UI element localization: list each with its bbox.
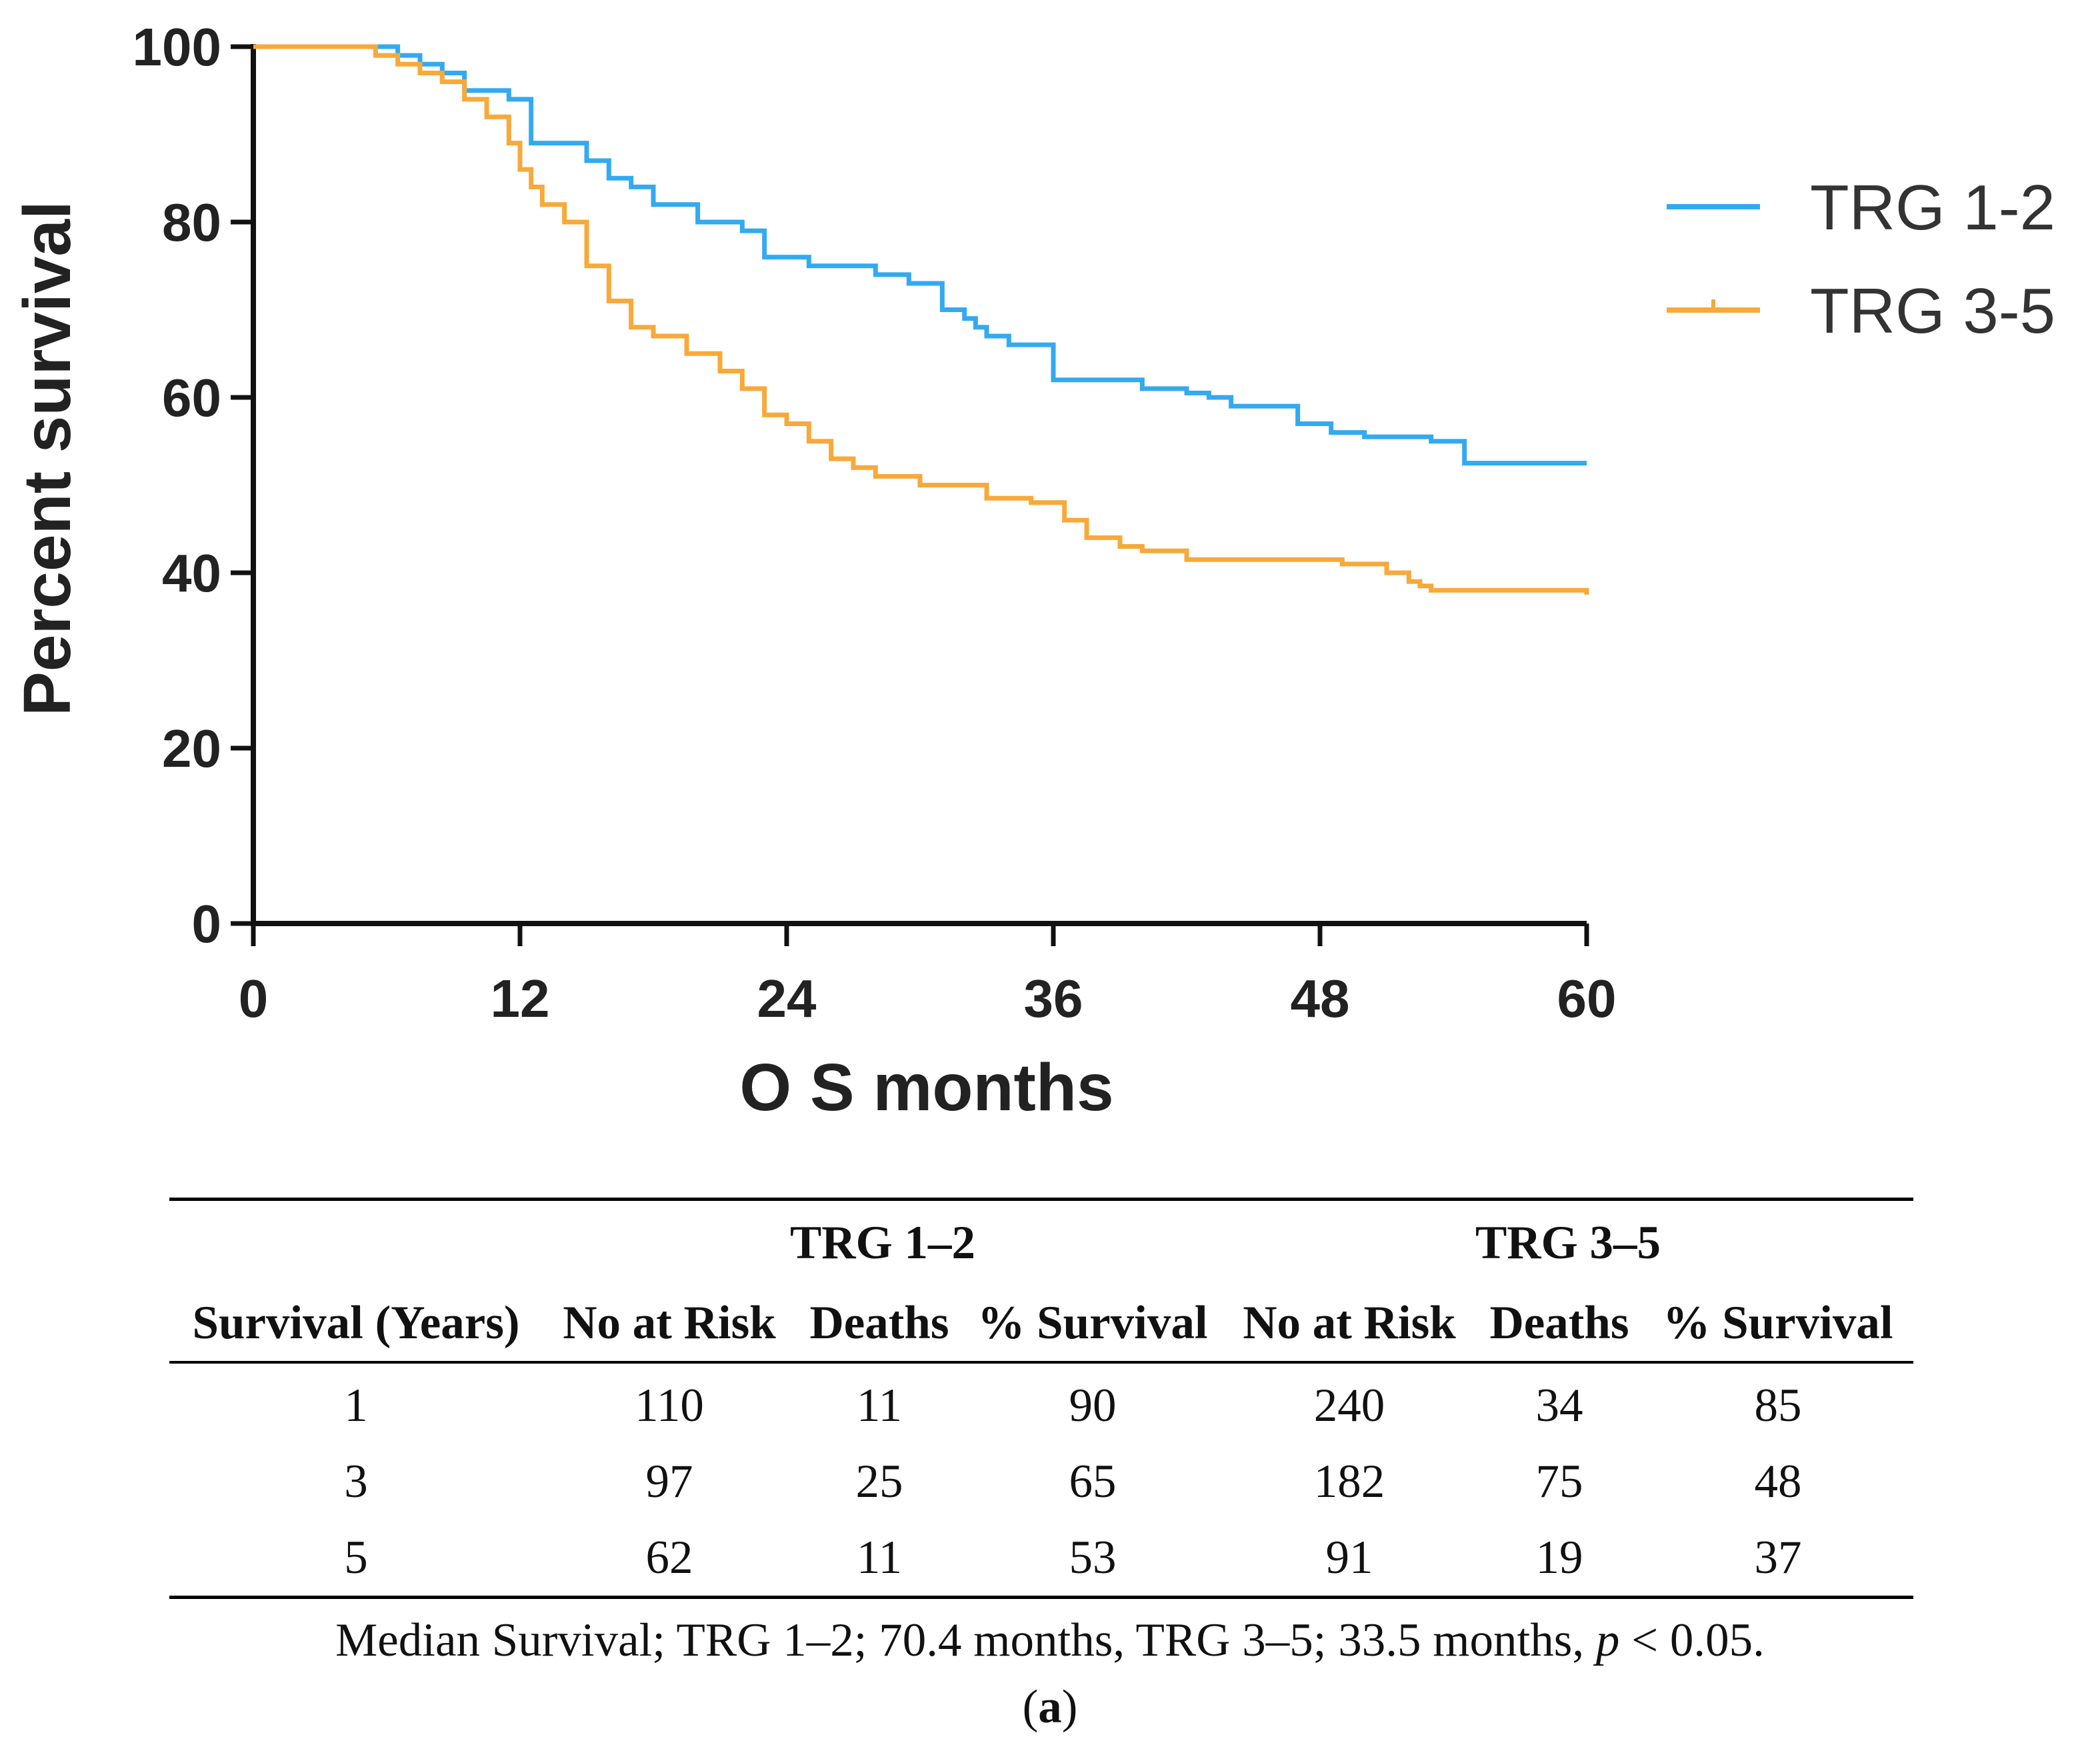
table-cell: 53 [963, 1520, 1223, 1599]
panel-label: (a) [1022, 1681, 1078, 1733]
table-cell: 110 [635, 1379, 704, 1432]
table-cell: 5 [169, 1520, 543, 1599]
x-tick-label: 12 [491, 969, 550, 1028]
panel-letter: a [1038, 1681, 1062, 1733]
table-cell: 85 [1754, 1379, 1802, 1432]
column-header: Deaths [1476, 1285, 1643, 1364]
y-tick-label: 40 [162, 543, 221, 603]
table-cell: 11 [856, 1379, 903, 1432]
x-tick-label: 48 [1291, 969, 1350, 1028]
table-cell: 65 [1069, 1455, 1117, 1508]
y-axis-title: Percent survival [10, 201, 85, 716]
km-chart: 0 20 40 60 80 100 0 12 24 36 48 60 O S months Percent… [10, 17, 2055, 1125]
footnote-text: Median Survival; TRG 1–2; 70.4 months, T… [335, 1614, 1596, 1666]
series-layer [253, 44, 1589, 595]
table-cell: 19 [1476, 1520, 1643, 1599]
series-trg12-line [253, 44, 1587, 466]
table-cell: 97 [645, 1455, 693, 1508]
median-survival-note: Median Survival; TRG 1–2; 70.4 months, T… [0, 1614, 2100, 1668]
table-row: 3 97 25 65 182 75 48 [169, 1444, 1913, 1520]
y-tick-label: 80 [162, 193, 221, 252]
table-cell: 91 [1223, 1520, 1476, 1599]
table-cell: 34 [1535, 1379, 1583, 1432]
survival-table: TRG 1–2 TRG 3–5 Survival (Years) No at R… [169, 1198, 1913, 1599]
axes [231, 44, 1589, 946]
column-header: Deaths [796, 1285, 963, 1364]
table-cell: 48 [1754, 1455, 1802, 1508]
table-group-header-row: TRG 1–2 TRG 3–5 [169, 1198, 1913, 1285]
x-tick-label: 36 [1024, 969, 1083, 1028]
table-row: 5 62 11 53 91 19 37 [169, 1520, 1913, 1599]
x-axis-title: O S months [739, 1050, 1113, 1125]
table-row: 1 110 11 90 240 34 85 [169, 1362, 1913, 1444]
table-cell: 37 [1643, 1520, 1913, 1599]
column-header: % Survival [1643, 1285, 1913, 1364]
table-cell: 1 [344, 1379, 368, 1432]
footnote-suffix: < 0.05. [1619, 1614, 1765, 1666]
table-column-header-row: Survival (Years) No at Risk Deaths % Sur… [169, 1285, 1913, 1364]
p-value-symbol: p [1595, 1614, 1620, 1666]
y-tick-label: 0 [192, 894, 222, 954]
legend-label: TRG 1-2 [1810, 172, 2055, 243]
x-tick-label: 0 [239, 969, 269, 1028]
legend-label: TRG 3-5 [1810, 275, 2055, 347]
y-tick-label: 60 [162, 368, 221, 427]
axis-labels: 0 20 40 60 80 100 0 12 24 36 48 60 O S months Percent… [10, 17, 1616, 1125]
table-cell: 240 [1313, 1379, 1385, 1432]
column-header: No at Risk [543, 1285, 796, 1364]
x-tick-label: 60 [1557, 969, 1617, 1028]
table-cell: 182 [1313, 1455, 1385, 1508]
group-header-trg12: TRG 1–2 [543, 1198, 1223, 1285]
table-cell: 75 [1535, 1455, 1583, 1508]
table-cell: 25 [855, 1455, 903, 1508]
column-header: No at Risk [1223, 1285, 1476, 1364]
table-cell: 11 [796, 1520, 963, 1599]
column-header: % Survival [963, 1285, 1223, 1364]
legend: TRG 1-2 TRG 3-5 [1667, 172, 2055, 347]
column-header: Survival (Years) [169, 1285, 543, 1364]
series-trg35-line [253, 44, 1589, 595]
group-header-trg35: TRG 3–5 [1223, 1198, 1913, 1285]
table-cell: 3 [344, 1455, 368, 1508]
y-tick-label: 20 [162, 719, 221, 778]
table-cell: 62 [543, 1520, 796, 1599]
x-tick-label: 24 [757, 969, 817, 1028]
table-cell: 90 [1069, 1379, 1117, 1432]
y-tick-label: 100 [133, 17, 221, 77]
